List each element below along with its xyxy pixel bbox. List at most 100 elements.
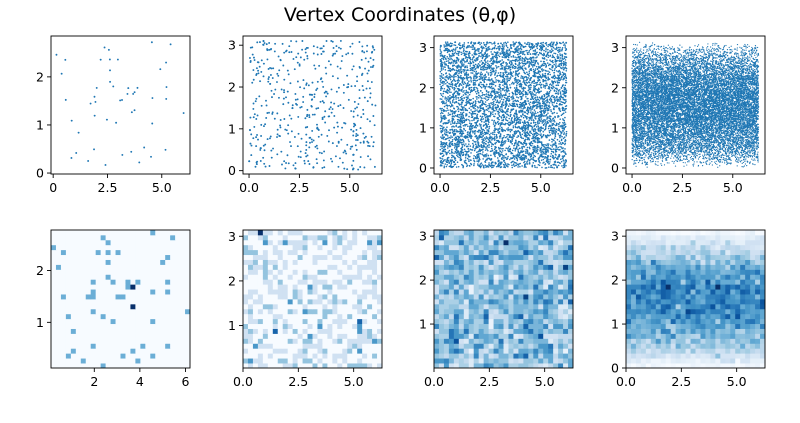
scatter-point	[64, 58, 67, 61]
scatter-point	[462, 143, 465, 145]
scatter-point	[528, 161, 531, 163]
scatter-point	[527, 93, 529, 95]
scatter-point	[448, 43, 451, 45]
scatter-point	[523, 53, 526, 56]
scatter-point	[563, 57, 566, 60]
scatter-point	[500, 166, 502, 168]
scatter-point	[333, 102, 336, 105]
scatter-point	[269, 137, 271, 140]
scatter-point	[523, 46, 526, 48]
scatter-point	[496, 110, 499, 113]
scatter-point	[487, 47, 490, 49]
scatter-point	[502, 136, 505, 139]
scatter-point	[540, 112, 543, 115]
scatter-point	[267, 80, 270, 83]
scatter-point	[482, 55, 485, 58]
scatter-point	[462, 94, 465, 96]
scatter-point	[466, 60, 468, 63]
scatter-point	[492, 131, 494, 134]
scatter-point	[561, 57, 563, 59]
scatter-point	[461, 95, 463, 98]
scatter-point	[496, 121, 499, 124]
scatter-point	[486, 148, 488, 151]
scatter-point	[499, 92, 502, 95]
scatter-point	[450, 152, 453, 154]
scatter-point	[473, 88, 476, 91]
scatter-point	[495, 67, 498, 69]
scatter-point	[565, 56, 567, 59]
scatter-point	[493, 88, 496, 91]
scatter-point	[440, 72, 443, 75]
scatter-point	[347, 86, 350, 88]
scatter-point	[485, 147, 487, 149]
scatter-point	[270, 156, 273, 159]
scatter-point	[531, 82, 533, 84]
scatter-point	[294, 162, 297, 165]
scatter-point	[279, 119, 282, 121]
scatter-point	[364, 57, 367, 60]
scatter-point	[452, 62, 454, 64]
scatter-point	[560, 94, 562, 96]
scatter-point	[454, 47, 457, 49]
scatter-point	[485, 154, 487, 157]
scatter-point	[529, 83, 532, 86]
scatter-point	[459, 125, 462, 128]
scatter-point	[549, 106, 551, 108]
scatter-point	[484, 149, 487, 151]
scatter-point	[456, 46, 459, 49]
scatter-point	[501, 95, 504, 97]
scatter-point	[305, 149, 308, 151]
scatter-point	[299, 156, 302, 159]
scatter-point	[481, 164, 484, 166]
scatter-point	[301, 40, 304, 42]
scatter-point	[497, 54, 499, 56]
scatter-point	[442, 95, 444, 98]
scatter-point	[541, 76, 543, 78]
scatter-point	[553, 128, 556, 130]
scatter-point	[493, 100, 495, 103]
scatter-point	[471, 54, 474, 56]
scatter-point	[297, 132, 300, 135]
scatter-point	[516, 159, 519, 162]
axes-frame	[242, 35, 383, 175]
scatter-point	[558, 96, 561, 99]
scatter-point	[481, 94, 483, 97]
scatter-point	[319, 47, 322, 50]
scatter-point	[490, 132, 492, 135]
scatter-point	[522, 126, 524, 128]
scatter-point	[345, 152, 348, 155]
scatter-point	[458, 92, 461, 95]
scatter-point	[559, 110, 562, 112]
scatter-point	[512, 154, 515, 157]
scatter-point	[451, 64, 454, 67]
scatter-point	[549, 158, 551, 161]
scatter-point	[485, 96, 487, 98]
scatter-point	[464, 129, 467, 132]
scatter-point	[543, 95, 546, 98]
scatter-point	[477, 50, 480, 52]
scatter-point	[460, 68, 462, 70]
scatter-point	[288, 45, 291, 48]
scatter-point	[529, 90, 531, 93]
scatter-point	[516, 93, 518, 96]
scatter-point	[525, 148, 527, 151]
scatter-point	[323, 115, 326, 118]
scatter-point	[479, 78, 482, 80]
y-tick-label: 1	[228, 121, 236, 136]
scatter-point	[528, 58, 531, 60]
scatter-point	[523, 120, 526, 122]
scatter-point	[453, 152, 455, 154]
scatter-point	[541, 107, 543, 109]
scatter-point	[474, 143, 477, 145]
scatter-point	[264, 165, 267, 168]
scatter-point	[507, 127, 510, 129]
scatter-point	[538, 146, 540, 148]
scatter-point	[456, 67, 459, 69]
scatter-point	[504, 67, 506, 70]
scatter-point	[516, 105, 519, 108]
scatter-point	[165, 97, 168, 100]
scatter-point	[558, 143, 560, 145]
scatter-point	[463, 71, 465, 73]
scatter-point	[550, 76, 553, 79]
scatter-point	[538, 133, 540, 136]
